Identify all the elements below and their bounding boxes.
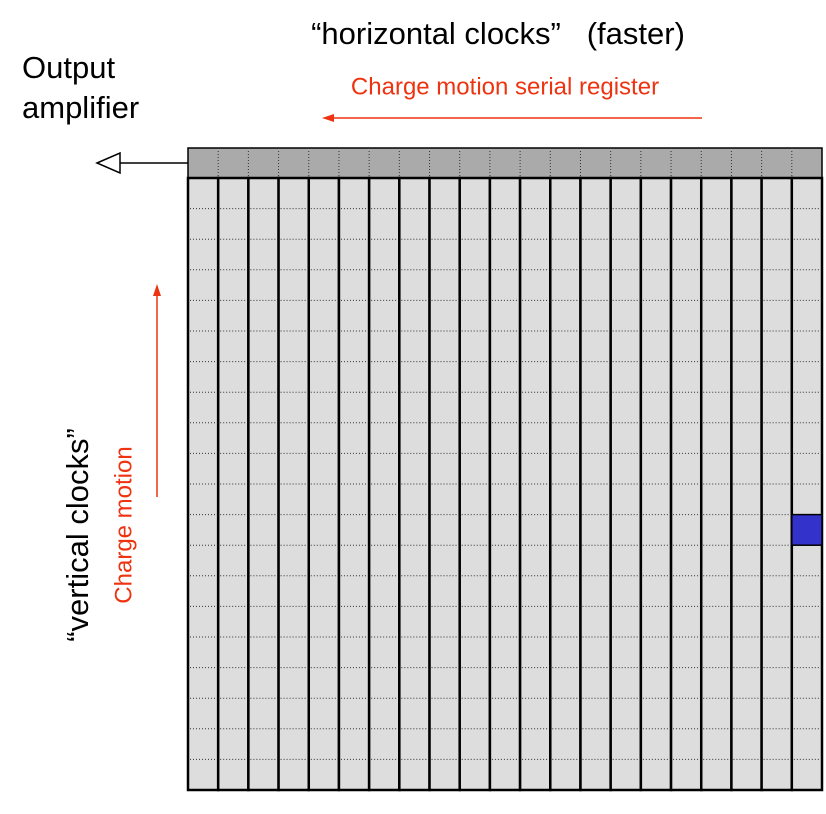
column [337,176,371,792]
column [428,176,461,792]
column [186,176,220,792]
column [579,176,612,792]
column [458,176,492,792]
column [790,176,824,792]
column [367,176,401,792]
column [730,176,763,792]
column [518,176,552,792]
column [669,176,703,792]
column [639,176,673,792]
column [488,176,522,792]
column [699,176,733,792]
serial-register [187,147,823,179]
column [247,176,280,792]
title: “horizontal clocks” (faster) [311,16,685,51]
column [760,176,794,792]
column [307,176,341,792]
column [398,176,431,792]
column [549,176,582,792]
column [609,176,643,792]
output-label: amplifier [22,90,139,125]
serial-motion-label: Charge motion serial register [351,73,659,100]
charge-packet [791,513,823,546]
vertical-arrowhead [153,284,161,296]
output-label: Output [22,50,115,85]
column [277,176,311,792]
output-arrowhead [95,151,121,175]
pixel-grid [186,147,824,792]
vertical-motion-label: Charge motion [110,446,137,603]
vertical-clocks-label: “vertical clocks” [60,428,95,642]
column [216,176,250,792]
serial-arrowhead [322,114,334,122]
